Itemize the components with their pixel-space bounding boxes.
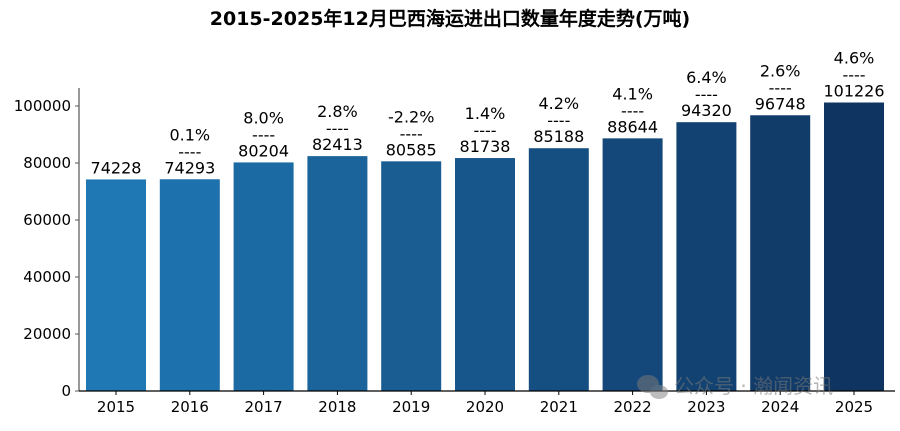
growth-label: 4.1% (612, 84, 653, 103)
y-tick-label: 40000 (23, 268, 71, 286)
x-tick-label: 2015 (97, 398, 135, 416)
value-label: 88644 (607, 117, 658, 136)
bar-2024 (750, 115, 811, 392)
separator-label: ---- (769, 78, 792, 97)
bar-2015 (86, 179, 146, 391)
value-label: 94320 (681, 101, 732, 120)
wechat-icon (637, 375, 668, 399)
x-tick-label: 2018 (318, 398, 356, 416)
y-tick-label: 60000 (23, 211, 71, 229)
separator-label: ---- (178, 142, 201, 161)
bar-2023 (676, 122, 737, 392)
y-tick-label: 0 (61, 382, 71, 400)
x-tick-label: 2019 (392, 398, 430, 416)
growth-label: 2.6% (760, 61, 801, 80)
value-label: 82413 (312, 135, 363, 154)
x-tick-label: 2024 (761, 398, 799, 416)
x-tick-label: 2017 (245, 398, 283, 416)
y-tick-label: 80000 (23, 154, 71, 172)
bar-2019 (381, 161, 442, 391)
separator-label: ---- (842, 66, 865, 85)
separator-label: ---- (400, 124, 423, 143)
bar-2016 (159, 179, 220, 391)
growth-label: 6.4% (686, 68, 727, 87)
watermark: 公众号 · 瀚闻资讯 (637, 374, 833, 399)
separator-label: ---- (547, 111, 570, 130)
y-tick-label: 20000 (23, 325, 71, 343)
bar-2022 (602, 138, 663, 391)
x-tick-label: 2020 (466, 398, 504, 416)
bar-2018 (307, 156, 368, 391)
bar-2017 (233, 162, 294, 391)
separator-label: ---- (695, 85, 718, 104)
growth-label: 8.0% (243, 108, 284, 127)
x-tick-label: 2025 (835, 398, 873, 416)
growth-label: 4.6% (834, 49, 875, 68)
watermark-text: 公众号 · 瀚闻资讯 (674, 374, 833, 398)
x-tick-label: 2023 (687, 398, 725, 416)
separator-label: ---- (326, 119, 349, 138)
bar-2021 (528, 148, 589, 391)
value-label: 81738 (460, 137, 511, 156)
x-tick-label: 2022 (614, 398, 652, 416)
growth-label: -2.2% (388, 107, 434, 126)
x-tick-label: 2016 (171, 398, 209, 416)
value-label: 96748 (755, 94, 806, 113)
value-label: 74228 (91, 158, 142, 177)
growth-label: 1.4% (465, 104, 506, 123)
value-label: 85188 (533, 127, 584, 146)
x-tick-label: 2021 (540, 398, 578, 416)
value-label: 101226 (823, 82, 884, 101)
separator-label: ---- (252, 125, 275, 144)
value-label: 80204 (238, 141, 289, 160)
bar-2020 (455, 158, 515, 391)
growth-label: 0.1% (169, 125, 210, 144)
growth-label: 2.8% (317, 102, 358, 121)
growth-label: 4.2% (538, 94, 579, 113)
value-label: 74293 (164, 158, 215, 177)
separator-label: ---- (621, 101, 644, 120)
chart-title: 2015-2025年12月巴西海运进出口数量年度走势(万吨) (210, 7, 690, 30)
value-label: 80585 (386, 140, 437, 159)
bar-2025 (824, 102, 884, 392)
y-tick-label: 100000 (14, 97, 71, 115)
separator-label: ---- (473, 121, 496, 140)
